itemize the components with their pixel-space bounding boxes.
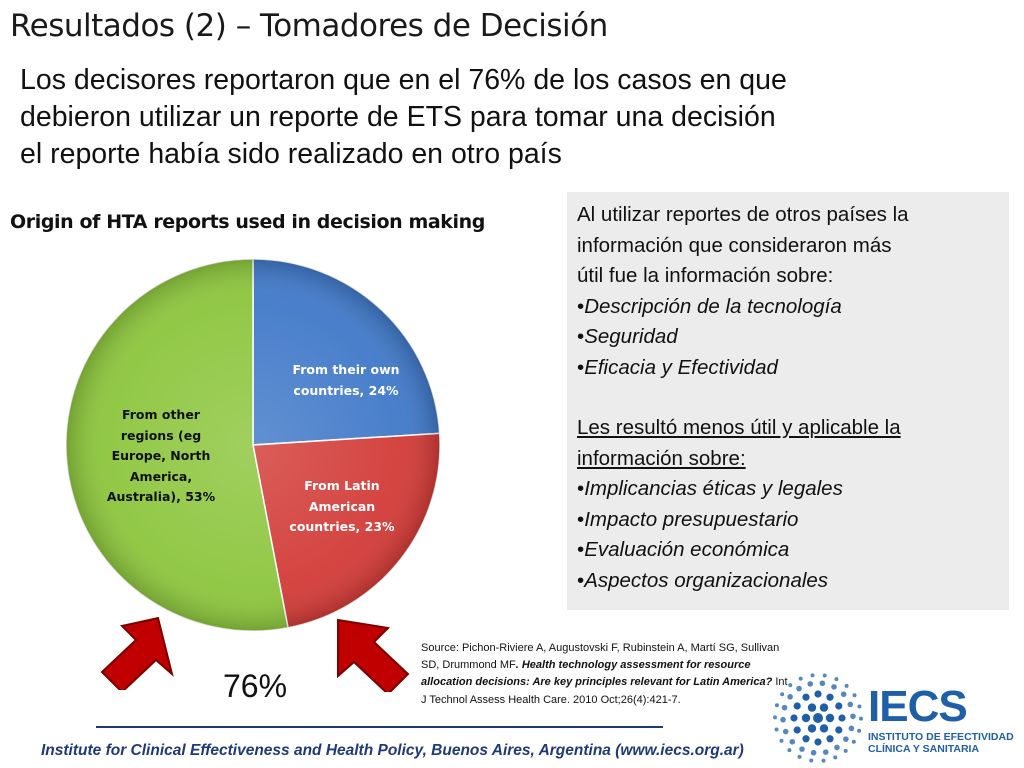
source-article-title: . Health technology assessment for resou… bbox=[421, 659, 773, 689]
chart-title: Origin of HTA reports used in decision m… bbox=[10, 211, 485, 233]
less-useful-item-text: Impacto presupuestario bbox=[584, 507, 799, 531]
less-useful-item-text: Aspectos organizacionales bbox=[584, 568, 829, 592]
slide-subtitle: Los decisores reportaron que en el 76% d… bbox=[20, 62, 950, 173]
pie-label-own-countries: From their own countries, 24% bbox=[278, 360, 414, 401]
less-useful-item: •Evaluación económica bbox=[577, 538, 790, 561]
pie-slice-own-countries bbox=[252, 258, 441, 446]
pie-label-latin-american: From Latin American countries, 23% bbox=[272, 476, 412, 538]
subtitle-line: Los decisores reportaron que en el 76% d… bbox=[20, 64, 787, 96]
pie-label-line: From other bbox=[122, 407, 200, 422]
arrow-up-left-icon bbox=[337, 618, 410, 692]
slide-title: Resultados (2) – Tomadores de Decisión bbox=[10, 8, 608, 44]
info-intro-line: Al utilizar reportes de otros países la bbox=[577, 203, 909, 226]
highlight-percent: 76% bbox=[223, 668, 288, 704]
less-useful-item: •Implicancias éticas y legales bbox=[577, 477, 843, 500]
subtitle-line: el reporte había sido realizado en otro … bbox=[20, 138, 562, 170]
logo-subtitle: INSTITUTO DE EFECTIVIDAD CLÍNICA Y SANIT… bbox=[868, 731, 1014, 755]
less-useful-item: •Aspectos organizacionales bbox=[577, 568, 829, 592]
source-citation: Source: Pichon-Riviere A, Augustovski F,… bbox=[421, 640, 793, 709]
info-intro-line: información que consideraron más bbox=[577, 233, 892, 257]
useful-item: •Seguridad bbox=[577, 325, 678, 348]
useful-item-text: Descripción de la tecnología bbox=[584, 294, 842, 318]
source-authors: Source: Pichon-Riviere A, Augustovski F,… bbox=[421, 642, 780, 672]
less-useful-item-text: Evaluación económica bbox=[584, 538, 790, 561]
pie-label-line: From their own bbox=[292, 362, 400, 377]
pie-label-line: regions (eg bbox=[120, 427, 202, 443]
footer-text: Institute for Clinical Effectiveness and… bbox=[41, 742, 744, 759]
logo-subtitle-line: INSTITUTO DE EFECTIVIDAD bbox=[868, 731, 1014, 743]
subtitle-line: debieron utilizar un reporte de ETS para… bbox=[20, 101, 776, 133]
pie-label-line: America, bbox=[129, 468, 193, 484]
logo-name: IECS bbox=[868, 682, 968, 731]
footer-divider bbox=[96, 726, 663, 728]
info-intro-line: útil fue la información sobre: bbox=[577, 264, 834, 287]
useful-item: •Descripción de la tecnología bbox=[577, 294, 842, 318]
pie-label-line: countries, 24% bbox=[293, 382, 399, 398]
pie-label-line: Europe, North bbox=[111, 448, 211, 463]
less-useful-item: •Impacto presupuestario bbox=[577, 507, 799, 531]
pie-label-other-regions: From other regions (eg Europe, North Ame… bbox=[96, 405, 226, 508]
useful-item-text: Seguridad bbox=[584, 325, 678, 348]
pie-label-line: Australia), 53% bbox=[106, 489, 216, 504]
pie-label-line: From Latin bbox=[304, 478, 380, 493]
useful-item-text: Eficacia y Efectividad bbox=[584, 355, 778, 379]
less-useful-item-text: Implicancias éticas y legales bbox=[584, 477, 843, 500]
less-useful-heading-line: información sobre: bbox=[577, 444, 999, 475]
less-useful-heading-line: Les resultó menos útil y aplicable la bbox=[577, 416, 901, 439]
spacer bbox=[577, 383, 999, 413]
pie-label-line: American bbox=[308, 498, 376, 514]
info-box: Al utilizar reportes de otros países la … bbox=[567, 192, 1009, 610]
less-useful-heading-text: información sobre: bbox=[577, 446, 746, 470]
source-journal: Int J Technol Assess Health Care. 2010 O… bbox=[421, 676, 788, 706]
arrow-up-right-icon bbox=[100, 616, 174, 690]
pie-label-line: countries, 23% bbox=[289, 519, 395, 534]
iecs-logo-icon bbox=[773, 673, 863, 763]
useful-item: •Eficacia y Efectividad bbox=[577, 355, 778, 379]
logo-subtitle-line: CLÍNICA Y SANITARIA bbox=[868, 743, 980, 755]
